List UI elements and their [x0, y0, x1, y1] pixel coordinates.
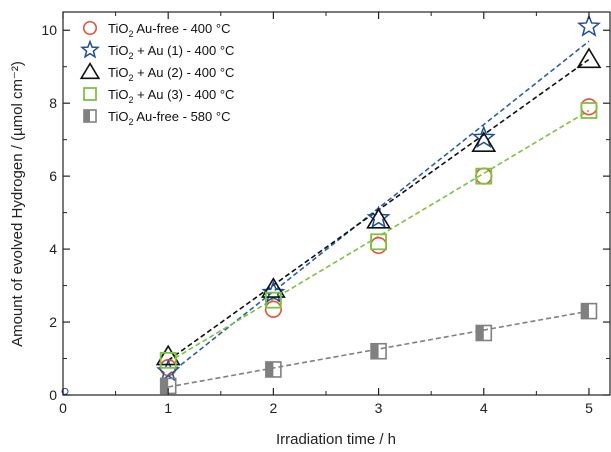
- legend-label-4: TiO2 + Au (3) - 400 °C: [108, 87, 234, 105]
- axes: [62, 11, 611, 396]
- legend: TiO2 Au-free - 400 °C TiO2 + Au (1) - 400…: [79, 20, 234, 127]
- point-s3-4: [471, 131, 497, 152]
- point-s5-4: [475, 324, 493, 342]
- legend-marker-2: [80, 39, 100, 59]
- point-s4-5: [580, 102, 598, 119]
- ticks: 0 1 2 3 4 5 0 2 4 6 8 10: [41, 12, 610, 416]
- legend-item-3: TiO2 + Au (2) - 400 °C: [79, 62, 234, 83]
- x-tick-label-0: 0: [59, 400, 67, 416]
- point-s4-1: [159, 351, 177, 369]
- legend-item-2: TiO2 + Au (1) - 400 °C: [80, 39, 234, 61]
- point-s4-4: [475, 167, 493, 185]
- point-s3-1: [155, 344, 181, 366]
- series-3: [155, 47, 602, 366]
- legend-marker-4: [83, 87, 97, 101]
- y-tick-label-4: 4: [49, 241, 57, 257]
- y-tick-label-0: 0: [49, 387, 57, 403]
- series-5: [159, 302, 598, 395]
- x-tick-label-3: 3: [375, 400, 383, 416]
- legend-label-2: TiO2 + Au (1) - 400 °C: [108, 43, 234, 61]
- fit-line-4: [167, 109, 590, 363]
- y-tick-label-6: 6: [49, 168, 57, 184]
- x-tick-label-4: 4: [480, 400, 488, 416]
- y-axis-label: Amount of evolved Hydrogen / (µmol cm⁻²): [9, 61, 26, 347]
- point-s2-5: [576, 14, 601, 37]
- point-s4-3: [370, 233, 387, 251]
- legend-marker-1: [82, 20, 98, 36]
- legend-item-4: TiO2 + Au (3) - 400 °C: [83, 87, 234, 105]
- origin-point: [61, 387, 69, 395]
- x-tick-label-2: 2: [269, 400, 277, 416]
- legend-marker-5: [83, 109, 97, 123]
- y-tick-label-10: 10: [41, 22, 57, 38]
- legend-marker-3: [79, 62, 101, 80]
- series-4: [159, 102, 598, 369]
- plot-area: [63, 12, 610, 395]
- point-s1-2: [264, 300, 282, 318]
- legend-label-1: TiO2 Au-free - 400 °C: [108, 21, 230, 39]
- fit-line-5: [168, 310, 590, 388]
- x-axis-label: Irradiation time / h: [276, 431, 396, 448]
- point-s3-5: [576, 47, 602, 69]
- point-s4-2: [264, 291, 282, 309]
- data-markers: [61, 14, 602, 395]
- y-tick-label-8: 8: [49, 95, 57, 111]
- legend-label-3: TiO2 + Au (2) - 400 °C: [108, 65, 234, 83]
- point-s5-5: [580, 302, 598, 320]
- legend-label-5: TiO2 Au-free - 580 °C: [108, 109, 230, 127]
- point-s2-4: [471, 125, 496, 149]
- point-s3-3: [366, 207, 392, 229]
- axes-frame: [62, 11, 611, 396]
- point-s5-3: [370, 342, 387, 360]
- legend-item-1: TiO2 Au-free - 400 °C: [82, 20, 230, 39]
- x-tick-label-1: 1: [164, 400, 172, 416]
- y-tick-label-2: 2: [49, 314, 57, 330]
- point-s5-2: [265, 361, 282, 378]
- point-s2-3: [366, 205, 391, 229]
- legend-item-5: TiO2 Au-free - 580 °C: [83, 109, 230, 127]
- x-tick-label-5: 5: [585, 400, 593, 416]
- point-s3-2: [260, 277, 286, 298]
